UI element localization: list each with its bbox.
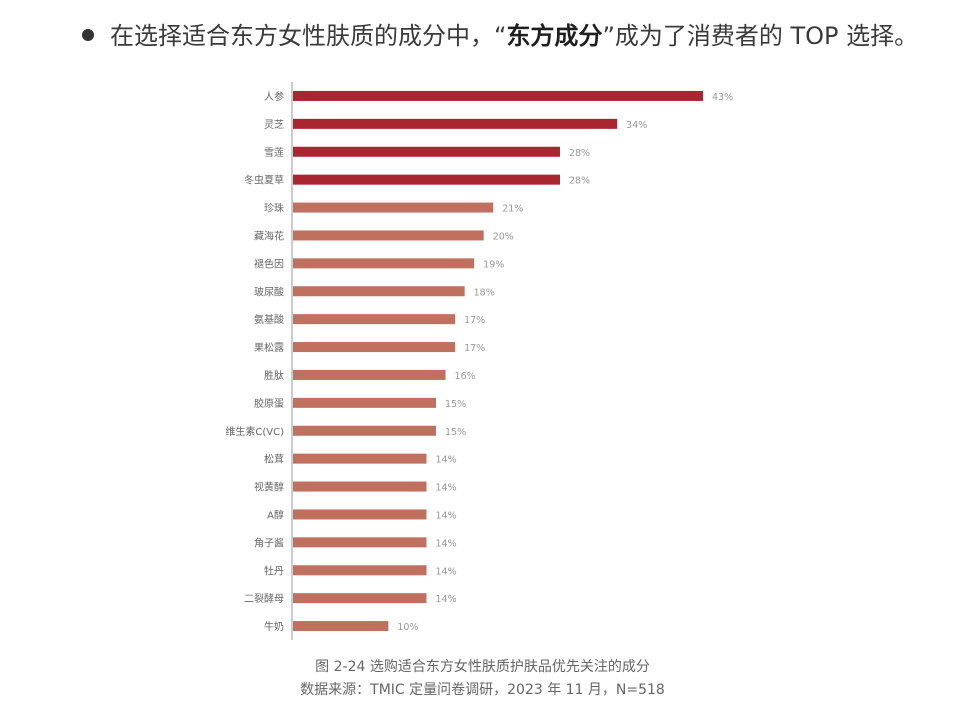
figure-caption: 图 2-24 选购适合东方女性肤质护肤品优先关注的成分 bbox=[315, 659, 650, 675]
value-label: 34% bbox=[626, 120, 647, 131]
category-label: 视黄醇 bbox=[254, 481, 284, 494]
bar bbox=[293, 342, 456, 353]
bar bbox=[293, 425, 437, 436]
category-label: 胶原蛋 bbox=[254, 397, 284, 410]
bar bbox=[293, 314, 456, 325]
value-label: 17% bbox=[464, 343, 485, 354]
bar bbox=[293, 397, 437, 408]
bar bbox=[293, 565, 427, 576]
intro-post: 成为了消费者的 TOP 选择。 bbox=[614, 22, 919, 50]
bar bbox=[293, 174, 560, 185]
category-label: 牡丹 bbox=[264, 564, 284, 577]
category-label: 氨基酸 bbox=[254, 313, 284, 326]
value-label: 21% bbox=[502, 204, 523, 215]
bar bbox=[293, 202, 494, 213]
category-label: 雪莲 bbox=[264, 147, 284, 159]
value-label: 14% bbox=[435, 483, 456, 494]
category-label: 胜肽 bbox=[264, 369, 284, 382]
category-label: 冬虫夏草 bbox=[244, 174, 284, 187]
category-label: 二裂酵母 bbox=[244, 592, 284, 605]
figure-source: 数据来源：TMIC 定量问卷调研，2023 年 11 月，N=518 bbox=[300, 682, 665, 698]
value-label: 43% bbox=[712, 92, 733, 103]
category-label: 果松露 bbox=[254, 341, 284, 354]
category-label: 人参 bbox=[264, 90, 284, 103]
bar bbox=[293, 481, 427, 492]
category-label: 珍珠 bbox=[264, 202, 284, 215]
value-label: 14% bbox=[435, 455, 456, 466]
intro-quote-open: “ bbox=[494, 22, 507, 50]
value-label: 18% bbox=[474, 287, 495, 298]
bar bbox=[293, 537, 427, 548]
category-label: 藏海花 bbox=[254, 229, 284, 242]
bar bbox=[293, 621, 389, 632]
bar-chart: 人参 43% 灵芝 34% 雪莲 28% 冬虫夏草 28% 珍珠 21% 藏海花 20% 褪色因 19% 玻… bbox=[0, 80, 965, 640]
bar bbox=[293, 593, 427, 604]
value-label: 14% bbox=[435, 510, 456, 521]
category-label: 牛奶 bbox=[264, 620, 284, 633]
category-label: 褪色因 bbox=[254, 257, 284, 270]
bar bbox=[293, 90, 703, 101]
intro-quote-close: ” bbox=[602, 22, 615, 50]
value-label: 10% bbox=[397, 622, 418, 633]
value-label: 15% bbox=[445, 399, 466, 410]
bar bbox=[293, 369, 446, 380]
value-label: 14% bbox=[435, 594, 456, 605]
value-label: 14% bbox=[435, 538, 456, 549]
bar bbox=[293, 118, 618, 129]
intro-text: 在选择适合东方女性肤质的成分中，“东方成分”成为了消费者的 TOP 选择。 bbox=[28, 10, 938, 62]
category-label: 维生素C(VC) bbox=[225, 425, 284, 438]
value-label: 19% bbox=[483, 259, 504, 270]
intro-pre: 在选择适合东方女性肤质的成分中， bbox=[110, 22, 494, 50]
bar bbox=[293, 286, 465, 297]
value-label: 28% bbox=[569, 148, 590, 159]
value-label: 17% bbox=[464, 315, 485, 326]
value-label: 14% bbox=[435, 566, 456, 577]
bar bbox=[293, 230, 484, 241]
bar bbox=[293, 453, 427, 464]
value-label: 20% bbox=[493, 231, 514, 242]
bullet-icon bbox=[82, 29, 94, 41]
category-label: 松茸 bbox=[264, 453, 284, 466]
category-label: 角子酱 bbox=[254, 536, 284, 549]
intro-bold: 东方成分 bbox=[506, 22, 603, 50]
category-label: 玻尿酸 bbox=[254, 285, 284, 298]
category-label: 灵芝 bbox=[264, 118, 284, 131]
value-label: 28% bbox=[569, 176, 590, 187]
value-label: 15% bbox=[445, 427, 466, 438]
bar bbox=[293, 509, 427, 520]
bar-chart-svg: 人参 43% 灵芝 34% 雪莲 28% 冬虫夏草 28% 珍珠 21% 藏海花 20% 褪色因 19% 玻… bbox=[225, 82, 733, 640]
bar bbox=[293, 258, 475, 269]
bar bbox=[293, 146, 560, 157]
value-label: 16% bbox=[455, 371, 476, 382]
category-label: A醇 bbox=[267, 508, 284, 521]
